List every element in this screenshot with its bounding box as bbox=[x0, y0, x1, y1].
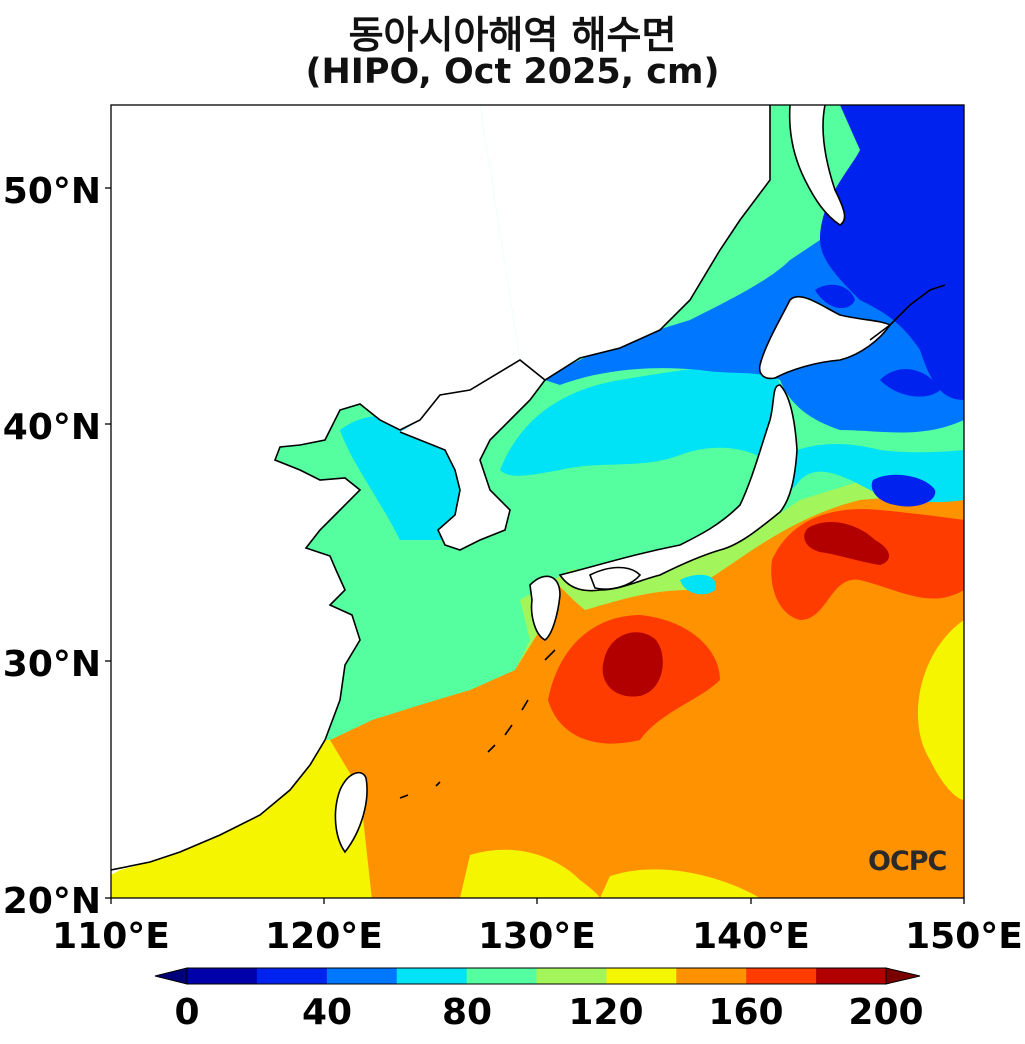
honshu-island bbox=[560, 385, 797, 591]
coastline-honshu bbox=[558, 384, 798, 592]
field-band-20-40 bbox=[880, 369, 940, 397]
china-mainland bbox=[111, 105, 520, 875]
colorbar: 0 40 80 120 160 200 bbox=[154, 967, 924, 1033]
land-masses bbox=[111, 105, 890, 875]
colorbar-label: 200 bbox=[848, 992, 923, 1033]
colorbar-cell bbox=[746, 968, 817, 984]
colorbar-cell bbox=[396, 968, 468, 984]
coastline-china bbox=[111, 105, 771, 871]
field-band-20-40 bbox=[815, 284, 855, 309]
y-tick-label: 50°N bbox=[3, 171, 101, 212]
axis-tick-marks bbox=[105, 187, 965, 904]
coastline-kuril-islands bbox=[869, 284, 946, 341]
field-band-20-40 bbox=[820, 105, 964, 400]
y-tick-label: 20°N bbox=[3, 881, 101, 922]
y-tick-label: 40°N bbox=[3, 407, 101, 448]
coastline-ryukyu-islands bbox=[399, 649, 556, 799]
field-band-20-40 bbox=[871, 474, 936, 507]
colorbar-cells bbox=[187, 968, 887, 984]
field-band-60-80 bbox=[680, 574, 716, 595]
colorbar-over-arrow bbox=[885, 967, 921, 985]
coastline-korea bbox=[399, 379, 546, 551]
ocpc-watermark: OCPC bbox=[868, 846, 947, 877]
colorbar-label: 160 bbox=[708, 992, 783, 1033]
x-tick-label: 120°E bbox=[265, 916, 383, 957]
field-band-60-80 bbox=[500, 365, 791, 476]
colorbar-under-arrow bbox=[154, 967, 188, 985]
y-tick-label: 30°N bbox=[3, 644, 101, 685]
coastline-kyushu bbox=[529, 575, 561, 641]
colorbar-label: 120 bbox=[568, 992, 643, 1033]
coastline-sakhalin bbox=[788, 105, 846, 226]
colorbar-label: 80 bbox=[442, 992, 492, 1033]
colorbar-cell bbox=[256, 968, 328, 984]
colorbar-cell bbox=[816, 968, 887, 984]
colorbar-cell bbox=[676, 968, 747, 984]
coastline-shikoku bbox=[588, 566, 642, 590]
field-band-120-140 bbox=[600, 869, 760, 898]
colorbar-cell bbox=[466, 968, 537, 984]
coastline-taiwan bbox=[334, 771, 368, 854]
x-tick-label: 150°E bbox=[905, 916, 1023, 957]
colorbar-frame bbox=[186, 967, 887, 985]
x-tick-label: 140°E bbox=[692, 916, 810, 957]
coastlines bbox=[111, 105, 946, 871]
x-tick-label: 130°E bbox=[478, 916, 596, 957]
colorbar-label: 0 bbox=[174, 992, 199, 1033]
x-axis-labels: 110°E 120°E 130°E 140°E 150°E bbox=[52, 916, 1023, 957]
field-band-180-200 bbox=[602, 632, 663, 697]
sakhalin-island bbox=[789, 105, 845, 225]
map-subtitle: (HIPO, Oct 2025, cm) bbox=[305, 52, 720, 92]
colorbar-cell bbox=[187, 968, 258, 984]
hokkaido-island bbox=[759, 296, 890, 379]
x-tick-label: 110°E bbox=[52, 916, 170, 957]
y-axis-labels: 50°N 40°N 30°N 20°N bbox=[3, 171, 101, 922]
colorbar-cell bbox=[536, 968, 607, 984]
map-title: 동아시아해역 해수면 bbox=[348, 13, 677, 57]
colorbar-label: 40 bbox=[302, 992, 352, 1033]
field-band-120-140 bbox=[460, 849, 600, 898]
korean-peninsula bbox=[400, 105, 770, 550]
taiwan-island bbox=[335, 772, 368, 852]
field-band-180-200 bbox=[804, 521, 890, 565]
colorbar-cell bbox=[606, 968, 677, 984]
colorbar-cell bbox=[326, 968, 398, 984]
kyushu-island bbox=[530, 576, 560, 640]
field-band-120-140 bbox=[917, 620, 964, 800]
